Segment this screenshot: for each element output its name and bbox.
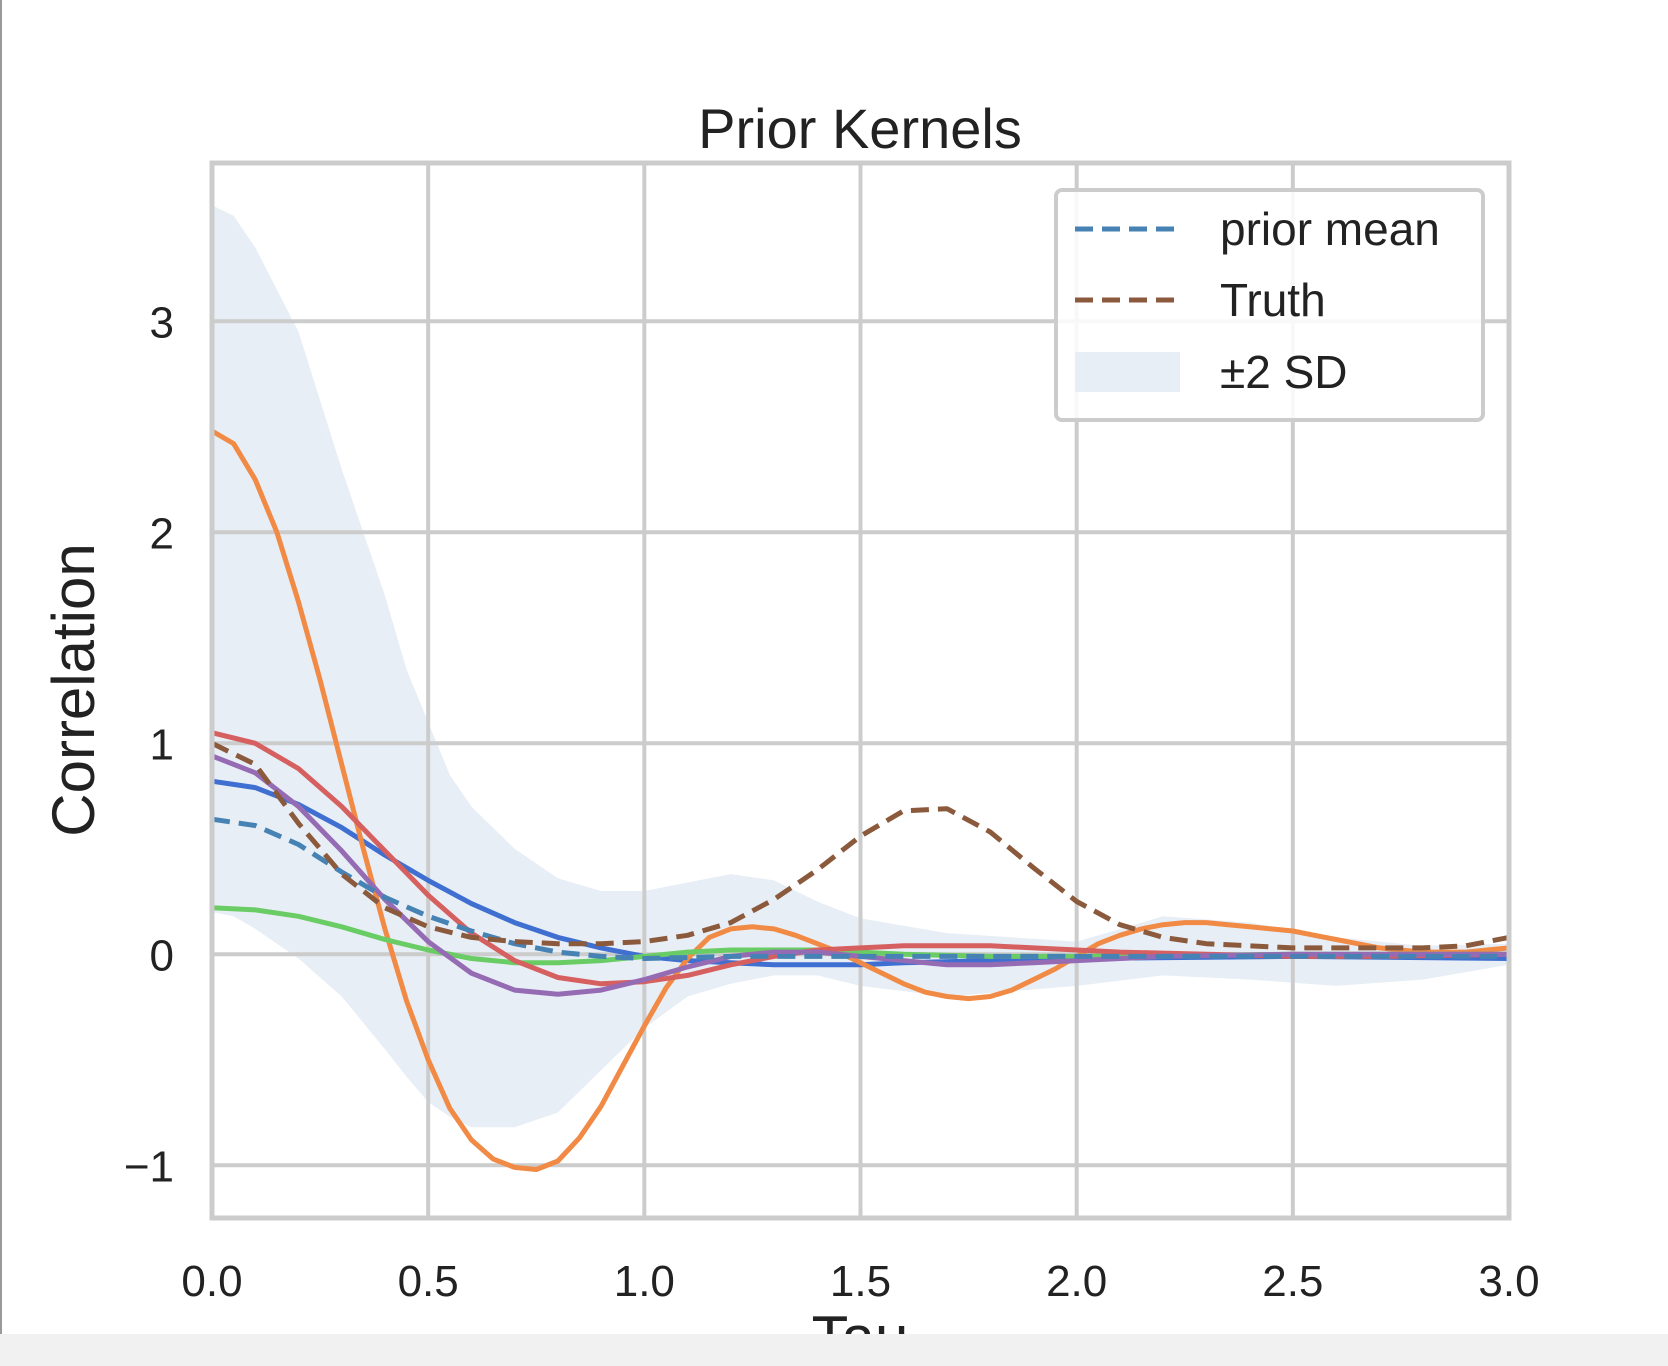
legend-prior-mean-label: prior mean — [1220, 203, 1440, 255]
chart-title: Prior Kernels — [698, 97, 1022, 160]
y-tick-label: 2 — [150, 509, 174, 558]
legend: prior mean Truth ±2 SD — [1054, 188, 1485, 422]
y-tick-label: 0 — [150, 931, 174, 980]
tick-label-layer: 0.0 0.5 1.0 1.5 2.0 2.5 3.0 −1 0 1 2 3 — [124, 298, 1540, 1306]
plot-frame — [209, 160, 1512, 1221]
y-tick-label: −1 — [124, 1142, 174, 1191]
y-axis-label: Correlation — [40, 543, 107, 836]
left-border — [0, 0, 2, 1366]
x-tick-label: 2.0 — [1046, 1257, 1107, 1306]
series-line-prior-mean — [211, 816, 1509, 961]
series-line-Truth — [210, 741, 1510, 951]
x-tick-label: 0.0 — [181, 1257, 242, 1306]
sd-band-layer — [212, 205, 1509, 1128]
x-tick-label: 1.5 — [830, 1257, 891, 1306]
legend-sd-band-label: ±2 SD — [1220, 346, 1348, 398]
x-tick-label: 1.0 — [614, 1257, 675, 1306]
x-tick-label: 0.5 — [398, 1257, 459, 1306]
series-line-sample-red — [209, 730, 1512, 987]
sd-band — [212, 205, 1509, 1128]
y-tick-label: 1 — [150, 720, 174, 769]
series-line-sample-purple — [209, 753, 1512, 997]
y-tick-label: 3 — [150, 298, 174, 347]
series-layer — [209, 428, 1512, 1172]
bottom-strip — [0, 1334, 1668, 1366]
legend-sd-band-swatch — [1075, 352, 1180, 392]
x-tick-label: 2.5 — [1262, 1257, 1323, 1306]
x-tick-label: 3.0 — [1478, 1257, 1539, 1306]
legend-truth-label: Truth — [1220, 274, 1326, 326]
